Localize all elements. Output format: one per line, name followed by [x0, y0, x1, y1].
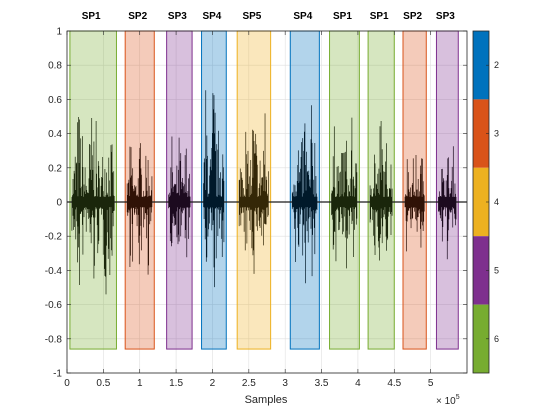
- waveform-segment: [238, 113, 269, 274]
- colorbar-swatch: [473, 167, 489, 237]
- colorbar-swatch: [473, 31, 489, 100]
- y-tick-label: -1: [53, 369, 62, 380]
- waveform-segment: [291, 105, 318, 284]
- x-tick-label: 1.5: [169, 378, 183, 389]
- x-tick-label: 4.5: [387, 378, 401, 389]
- y-tick-label: -0.2: [45, 232, 63, 243]
- segment-label: SP2: [403, 11, 422, 22]
- y-tick-label: 0: [56, 198, 62, 209]
- y-tick-label: -0.4: [45, 266, 63, 277]
- y-tick-label: -0.6: [45, 300, 63, 311]
- x-tick-label: 5: [428, 378, 434, 389]
- exponent-base: × 10: [436, 396, 456, 407]
- audio-waveform: [67, 90, 467, 295]
- colorbar-swatch: [473, 304, 489, 373]
- waveform-segment: [126, 143, 153, 275]
- x-tick-label: 0: [64, 378, 70, 389]
- x-axis-label: Samples: [245, 394, 288, 406]
- waveform-segment: [168, 136, 191, 258]
- segment-label: SP1: [82, 11, 101, 22]
- segment-label: SP5: [242, 11, 261, 22]
- segment-label: SP1: [333, 11, 352, 22]
- y-tick-label: -0.8: [45, 334, 63, 345]
- x-tick-label: 4: [355, 378, 361, 389]
- segment-label: SP1: [370, 11, 389, 22]
- y-tick-label: 0.4: [48, 129, 62, 140]
- colorbar-tick-label: 3: [494, 129, 499, 139]
- x-tick-label: 2.5: [242, 378, 256, 389]
- colorbar-tick-label: 5: [494, 265, 499, 275]
- colorbar-tick-label: 2: [494, 60, 499, 70]
- x-tick-label: 0.5: [96, 378, 110, 389]
- waveform-segment: [331, 117, 358, 269]
- colorbar[interactable]: 2 3 4 5 6: [472, 30, 499, 374]
- colorbar-frame: [472, 30, 490, 374]
- x-exponent-label: × 105: [436, 394, 460, 407]
- y-tick-label: 0.2: [48, 163, 62, 174]
- segment-labels: SP1 SP2 SP3 SP4 SP5 SP4 SP1 SP1 SP2 SP3: [82, 11, 456, 22]
- y-tick-labels: -1 -0.8 -0.6 -0.4 -0.2 0 0.2 0.4 0.6 0.8 1: [45, 27, 63, 380]
- colorbar-swatch: [473, 99, 489, 168]
- x-tick-labels: 0 0.5 1 1.5 2 2.5 3 3.5 4 4.5 5: [64, 378, 434, 389]
- y-tick-label: 0.6: [48, 95, 62, 106]
- x-tick-label: 3.5: [315, 378, 329, 389]
- x-tick-label: 2: [210, 378, 216, 389]
- y-tick-label: 1: [56, 27, 62, 38]
- segment-label: SP3: [168, 11, 187, 22]
- colorbar-tick-label: 6: [494, 334, 499, 344]
- waveform-segment: [404, 154, 425, 252]
- x-tick-label: 3: [282, 378, 288, 389]
- segment-label: SP4: [202, 11, 221, 22]
- waveform-segment: [369, 121, 393, 261]
- x-tick-label: 1: [137, 378, 143, 389]
- exponent-power: 5: [456, 394, 460, 401]
- segment-label: SP3: [436, 11, 455, 22]
- y-tick-label: 0.8: [48, 61, 62, 72]
- axes: [66, 30, 468, 374]
- colorbar-swatch: [473, 236, 489, 305]
- x-exponent-text: × 105: [436, 394, 460, 407]
- waveform-segment: [71, 116, 115, 295]
- waveform-segment: [203, 90, 225, 288]
- waveform-segment: [438, 146, 457, 260]
- colorbar-tick-label: 4: [494, 197, 499, 207]
- segment-label: SP2: [128, 11, 147, 22]
- segment-label: SP4: [293, 11, 312, 22]
